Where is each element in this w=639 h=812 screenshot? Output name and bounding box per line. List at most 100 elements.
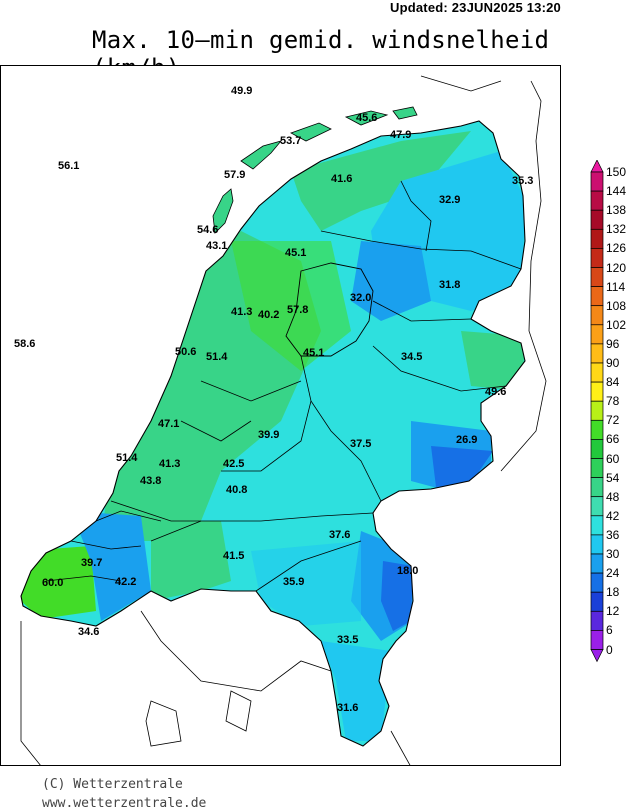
colorbar-swatch bbox=[590, 267, 604, 287]
station-value: 57.9 bbox=[224, 169, 246, 181]
colorbar-tick-label: 66 bbox=[606, 432, 620, 447]
colorbar-legend: 150 144 138 132 126 120 114 108 102 96 90 84 78 72 66 6… bbox=[589, 159, 639, 680]
station-value: 31.6 bbox=[337, 702, 359, 714]
colorbar-swatch bbox=[590, 591, 604, 612]
station-value: 37.6 bbox=[329, 529, 351, 541]
wind-map bbox=[1, 66, 560, 765]
colorbar-tick-label: 30 bbox=[606, 547, 620, 561]
colorbar-tick-label: 126 bbox=[606, 241, 627, 256]
station-value: 54.6 bbox=[197, 224, 219, 236]
colorbar-tick-label: 72 bbox=[606, 413, 620, 428]
colorbar-tick-label: 6 bbox=[606, 623, 613, 638]
station-value: 41.3 bbox=[231, 306, 253, 318]
colorbar-tick-label: 108 bbox=[606, 298, 627, 313]
station-value: 39.9 bbox=[258, 429, 280, 441]
station-value: 43.8 bbox=[140, 475, 162, 487]
colorbar bbox=[590, 159, 604, 663]
station-value: 58.6 bbox=[14, 338, 36, 350]
colorbar-swatch bbox=[590, 458, 604, 478]
colorbar-top-arrow bbox=[590, 159, 604, 173]
station-value: 53.7 bbox=[280, 135, 302, 147]
station-value: 42.5 bbox=[223, 458, 245, 470]
colorbar-tick-label: 150 bbox=[606, 165, 627, 179]
station-value: 50.6 bbox=[175, 346, 197, 358]
station-value: 33.5 bbox=[337, 634, 359, 646]
station-value: 37.5 bbox=[350, 438, 372, 450]
colorbar-tick-label: 96 bbox=[606, 336, 620, 351]
colorbar-swatch bbox=[590, 439, 604, 459]
colorbar-tick-label: 54 bbox=[606, 470, 620, 485]
station-value: 31.8 bbox=[439, 279, 461, 291]
colorbar-tick-label: 18 bbox=[606, 585, 620, 600]
colorbar-swatch bbox=[590, 381, 604, 402]
updated-timestamp: Updated: 23JUN2025 13:20 bbox=[390, 0, 561, 15]
colorbar-tick-label: 60 bbox=[606, 451, 620, 466]
station-value: 49.9 bbox=[231, 85, 253, 97]
colorbar-bottom-arrow bbox=[590, 649, 604, 663]
station-value: 45.1 bbox=[285, 247, 307, 259]
colorbar-swatch bbox=[590, 209, 604, 230]
colorbar-swatch bbox=[590, 362, 604, 383]
station-value: 47.1 bbox=[158, 418, 180, 430]
station-value: 35.3 bbox=[512, 175, 534, 187]
copyright-text: (C) Wetterzentrale bbox=[42, 777, 183, 792]
colorbar-swatch bbox=[590, 171, 604, 192]
station-value: 41.6 bbox=[331, 173, 353, 185]
colorbar-swatch bbox=[590, 343, 604, 364]
station-value: 51.4 bbox=[206, 351, 228, 363]
station-value: 34.5 bbox=[401, 351, 423, 363]
colorbar-swatch bbox=[590, 228, 604, 249]
station-value: 32.9 bbox=[439, 194, 461, 206]
colorbar-tick-label: 114 bbox=[606, 279, 626, 294]
colorbar-tick-label: 84 bbox=[606, 375, 620, 390]
colorbar-tick-label: 12 bbox=[606, 604, 620, 619]
station-value: 42.2 bbox=[115, 576, 137, 588]
colorbar-tick-label: 120 bbox=[606, 260, 627, 275]
colorbar-swatch bbox=[590, 610, 604, 631]
colorbar-swatch bbox=[590, 324, 604, 345]
colorbar-tick-label: 36 bbox=[606, 527, 620, 542]
colorbar-swatch bbox=[590, 515, 604, 536]
station-value: 35.9 bbox=[283, 576, 305, 588]
station-value: 40.2 bbox=[258, 309, 280, 321]
colorbar-tick-label: 144 bbox=[606, 184, 627, 199]
map-frame: 49.9 45.6 53.7 47.9 56.1 41.6 35.3 57.9 … bbox=[0, 65, 561, 766]
colorbar-tick-label: 42 bbox=[606, 508, 620, 523]
station-value: 45.6 bbox=[356, 112, 378, 124]
colorbar-swatch bbox=[590, 572, 604, 593]
colorbar-tick-label: 78 bbox=[606, 394, 620, 409]
station-value: 51.4 bbox=[116, 452, 138, 464]
station-value: 40.8 bbox=[226, 484, 248, 496]
colorbar-tick-label: 132 bbox=[606, 222, 627, 237]
colorbar-swatch bbox=[590, 477, 604, 498]
station-value: 45.1 bbox=[303, 347, 325, 359]
station-value: 41.3 bbox=[159, 458, 181, 470]
station-value: 57.8 bbox=[287, 304, 309, 316]
station-value: 26.9 bbox=[456, 434, 478, 446]
colorbar-swatch bbox=[590, 286, 604, 307]
colorbar-swatch bbox=[590, 419, 604, 440]
station-value: 47.9 bbox=[390, 129, 412, 141]
station-value: 39.7 bbox=[81, 557, 103, 569]
colorbar-tick-label: 90 bbox=[606, 356, 620, 370]
colorbar-tick-label: 48 bbox=[606, 489, 620, 504]
station-value: 60.0 bbox=[42, 577, 64, 589]
station-value: 49.6 bbox=[485, 386, 507, 398]
colorbar-swatch bbox=[590, 630, 604, 650]
colorbar-tick-label: 24 bbox=[606, 566, 620, 581]
station-value: 18.0 bbox=[397, 565, 419, 577]
colorbar-swatch bbox=[590, 496, 604, 517]
station-value: 32.0 bbox=[350, 292, 372, 304]
colorbar-swatch bbox=[590, 305, 604, 326]
station-value: 34.6 bbox=[78, 626, 100, 638]
colorbar-swatch bbox=[590, 190, 604, 211]
station-value: 43.1 bbox=[206, 240, 228, 252]
colorbar-swatch bbox=[590, 248, 604, 268]
colorbar-swatch bbox=[590, 534, 604, 555]
colorbar-swatch bbox=[590, 400, 604, 421]
colorbar-tick-label: 138 bbox=[606, 203, 627, 218]
colorbar-tick-label: 0 bbox=[606, 642, 613, 657]
station-value: 41.5 bbox=[223, 550, 245, 562]
website-text: www.wetterzentrale.de bbox=[42, 796, 207, 811]
colorbar-swatch bbox=[590, 553, 604, 574]
